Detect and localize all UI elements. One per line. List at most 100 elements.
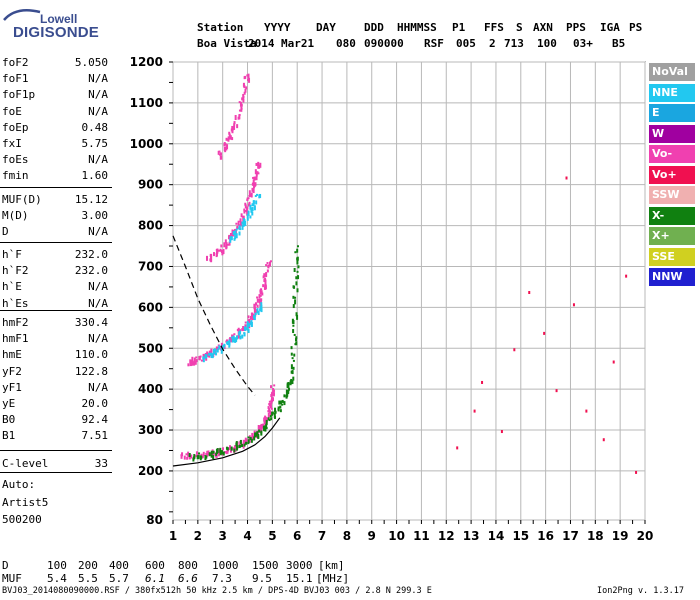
echo-dot-x: [256, 431, 259, 436]
echo-dot-vo: [243, 91, 246, 95]
echo-dot-vo: [259, 425, 262, 430]
echo-dot-vo: [268, 261, 271, 267]
echo-dot-nne: [256, 308, 259, 314]
echo-dot-vo: [250, 312, 253, 317]
echo-dot-vo: [256, 296, 259, 299]
echo-dot-x: [285, 389, 288, 394]
echo-dot-x: [188, 453, 191, 458]
echo-dot-x: [236, 446, 239, 451]
x-tick-label: 8: [343, 529, 351, 543]
echo-dot-nne: [248, 322, 251, 327]
echo-dot-nne: [249, 215, 252, 219]
echo-dot-vo: [189, 359, 192, 364]
echo-dot-x: [270, 417, 273, 421]
param-value: 0.48: [81, 120, 109, 134]
param-h-es: h`Es N/A: [2, 297, 108, 313]
param-value: N/A: [88, 153, 108, 167]
echo-dot-x: [274, 410, 277, 414]
header-label-7: S: [516, 21, 523, 34]
echo-dot-vo: [229, 135, 232, 139]
echo-dot-nne: [239, 330, 242, 335]
param-fmin: fmin 1.60: [2, 169, 108, 185]
y-tick-label: 700: [138, 259, 163, 273]
param-value: 232.0: [74, 248, 108, 261]
echo-dot-vo: [203, 354, 206, 359]
header-label-6: FFS: [484, 21, 504, 34]
echo-dot-x: [258, 429, 261, 433]
echo-dot-vo: [272, 392, 275, 396]
echo-dot-nne: [246, 214, 249, 219]
echo-dot-vo: [249, 315, 252, 320]
echo-dot-nne: [231, 338, 234, 343]
param-key: h`E: [2, 280, 22, 294]
param-key: h`Es: [2, 296, 29, 310]
echo-dot-vo: [231, 126, 234, 132]
echo-dot-nne: [256, 193, 259, 196]
param-value: 33: [94, 457, 108, 470]
auto-artist: Artist5: [2, 496, 49, 509]
echo-dot-nne: [242, 218, 245, 223]
echo-dot-vo: [244, 321, 247, 324]
echo-dot-vo: [248, 438, 251, 443]
echo-dot-nne: [205, 354, 208, 359]
echo-dot-vo: [254, 182, 257, 187]
param-value: 1.60: [81, 169, 109, 183]
echo-dot-vo: [186, 456, 189, 460]
param-hmf1: hmF1 N/A: [2, 332, 108, 348]
echo-dot-nne: [210, 355, 213, 359]
echo-dot-x: [192, 457, 195, 462]
echo-dot-x: [279, 400, 282, 405]
param-key: h`F: [2, 248, 22, 261]
echo-dot-vo: [229, 445, 232, 449]
echo-dot-vo: [229, 137, 232, 140]
param-key: C-level: [2, 457, 49, 470]
echo-dot-vo: [243, 208, 246, 212]
noise-dot: [612, 360, 615, 364]
echo-dot-nne: [235, 335, 238, 340]
echo-dot-vo: [268, 400, 271, 403]
param-key: B1: [2, 429, 16, 443]
echo-dot-nne: [247, 322, 250, 326]
echo-dot-vo: [233, 445, 236, 449]
echo-dot-nne: [253, 315, 256, 321]
echo-dot-x: [249, 437, 252, 441]
echo-dot-vo: [220, 244, 223, 248]
echo-dot-vo: [244, 202, 247, 206]
header-value-5: RSF: [424, 37, 444, 50]
echo-dot-x: [292, 320, 295, 325]
echo-dot-x: [293, 353, 296, 357]
echo-dot-x: [292, 304, 295, 309]
echo-dot-vo: [262, 284, 265, 288]
echo-dot-vo: [240, 213, 243, 218]
echo-dot-nne: [251, 211, 254, 216]
echo-dot-x: [292, 324, 295, 327]
param-key: fmin: [2, 169, 29, 183]
param-key: hmF2: [2, 316, 29, 329]
echo-dot-vo: [225, 242, 228, 246]
echo-dot-nne: [233, 237, 236, 241]
echo-dot-vo: [255, 302, 258, 306]
header-label-3: DDD: [364, 21, 384, 34]
x-tick-label: 15: [512, 529, 529, 543]
legend-item-nne: NNE: [649, 83, 695, 102]
logo-digisonde: DIGISONDE: [13, 24, 99, 41]
echo-dot-x: [196, 455, 199, 460]
noise-dot: [456, 446, 459, 450]
echo-dot-x: [212, 455, 215, 460]
echo-dot-vo: [258, 294, 261, 299]
echo-dot-vo: [201, 455, 204, 458]
echo-dot-vo: [265, 264, 268, 267]
header-value-9: 100: [537, 37, 557, 50]
noise-dot: [513, 348, 516, 352]
echo-dot-x: [262, 425, 265, 431]
echo-dot-vo: [248, 318, 251, 323]
echo-dot-vo: [209, 253, 212, 257]
echo-dot-nne: [230, 236, 233, 241]
noise-dot: [555, 389, 558, 393]
echo-dot-vo: [254, 169, 257, 175]
y-tick-label: 600: [138, 300, 163, 314]
echo-dot-x: [245, 441, 248, 445]
echo-dot-x: [277, 406, 280, 412]
echo-dot-vo: [229, 449, 232, 453]
